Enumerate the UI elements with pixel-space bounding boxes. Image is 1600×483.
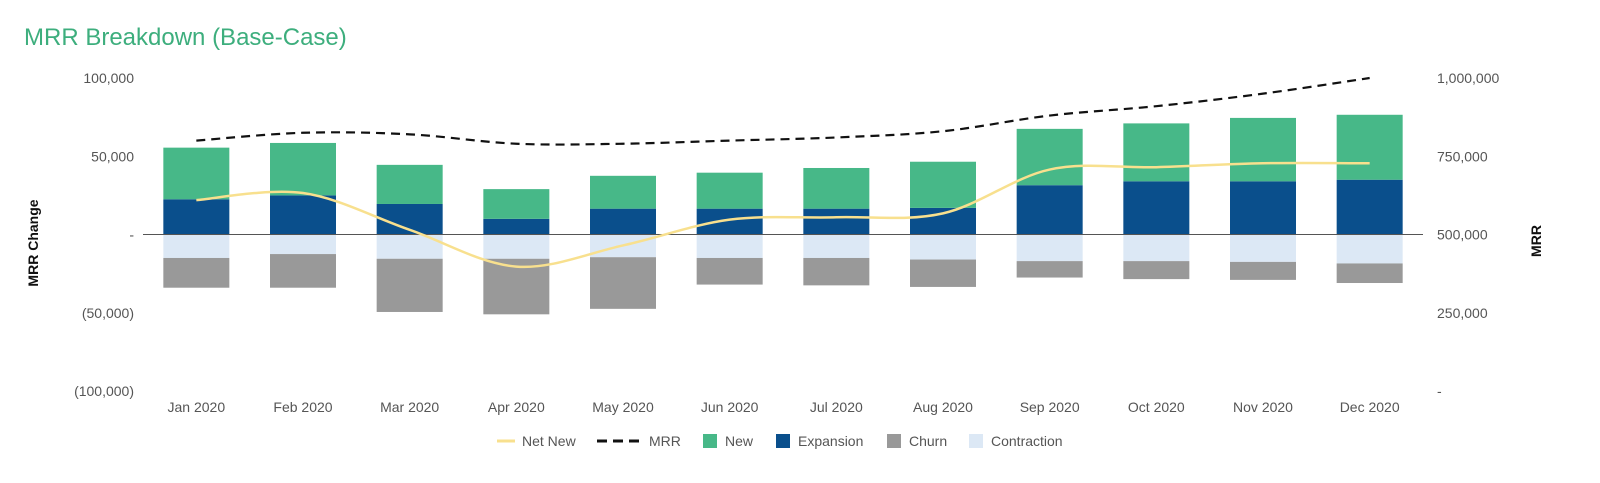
bar-churn-0 (163, 257, 230, 288)
y-right-tick-label: - (1437, 383, 1442, 399)
chart-title: MRR Breakdown (Base-Case) (24, 24, 347, 51)
bar-expansion-7 (910, 207, 976, 235)
line-net-new (196, 161, 1370, 269)
legend-label: New (725, 433, 754, 449)
bar-churn-1 (270, 254, 336, 288)
lines-layer (196, 76, 1370, 269)
legend-label: Churn (909, 433, 947, 449)
legend-label: Contraction (991, 433, 1063, 449)
y-right-tick-label: 1,000,000 (1437, 70, 1499, 86)
x-tick-label: Aug 2020 (913, 399, 973, 415)
bar-new-2 (376, 164, 443, 204)
bar-contraction-3 (483, 234, 550, 259)
bar-new-7 (910, 161, 976, 208)
bar-churn-4 (590, 257, 656, 309)
y-axis-right-title: MRR (1528, 225, 1544, 257)
bar-expansion-3 (483, 218, 550, 235)
bar-expansion-10 (1230, 181, 1296, 235)
legend-label: Expansion (798, 433, 863, 449)
bar-churn-7 (910, 259, 976, 287)
bar-expansion-4 (590, 208, 656, 235)
legend-swatch (776, 434, 790, 448)
bar-expansion-6 (803, 208, 870, 235)
bar-new-4 (590, 175, 656, 209)
x-tick-label: Apr 2020 (488, 399, 545, 415)
bar-contraction-10 (1230, 234, 1296, 262)
bar-expansion-5 (696, 208, 763, 235)
bar-churn-3 (483, 258, 550, 315)
bar-expansion-0 (163, 199, 230, 235)
legend: Net New MRR New Expansion Churn Contraction (497, 433, 1063, 449)
bars-layer (163, 114, 1403, 315)
bar-expansion-9 (1123, 181, 1190, 235)
bar-expansion-8 (1016, 185, 1083, 235)
bar-contraction-1 (270, 234, 336, 255)
x-tick-label: Jul 2020 (810, 399, 863, 415)
y-right-tick-label: 250,000 (1437, 305, 1488, 321)
legend-swatch (703, 434, 717, 448)
bar-new-1 (270, 142, 336, 196)
y-left-tick-label: (50,000) (82, 305, 134, 321)
bar-churn-2 (376, 258, 443, 312)
y-right-tick-label: 500,000 (1437, 227, 1488, 243)
bar-churn-6 (803, 257, 870, 286)
x-tick-label: Jun 2020 (701, 399, 759, 415)
bar-contraction-9 (1123, 234, 1190, 262)
x-tick-label: Sep 2020 (1020, 399, 1080, 415)
bar-churn-11 (1336, 263, 1403, 284)
bar-expansion-1 (270, 195, 336, 235)
x-tick-label: May 2020 (592, 399, 654, 415)
bar-churn-5 (696, 257, 763, 285)
legend-swatch (887, 434, 901, 448)
bar-expansion-11 (1336, 179, 1403, 235)
x-tick-label: Oct 2020 (1128, 399, 1185, 415)
bar-new-6 (803, 167, 870, 209)
bar-new-9 (1123, 123, 1190, 182)
x-tick-label: Jan 2020 (168, 399, 226, 415)
legend-swatch (969, 434, 983, 448)
bar-contraction-0 (163, 234, 230, 258)
legend-label: Net New (522, 433, 577, 449)
y-left-tick-label: 100,000 (83, 70, 134, 86)
x-tick-label: Dec 2020 (1340, 399, 1400, 415)
bar-contraction-7 (910, 234, 976, 260)
y-left-tick-label: 50,000 (91, 148, 134, 164)
x-tick-label: Mar 2020 (380, 399, 439, 415)
bar-new-10 (1230, 117, 1296, 182)
bar-contraction-11 (1336, 234, 1403, 264)
bar-contraction-5 (696, 234, 763, 258)
bar-churn-10 (1230, 261, 1296, 280)
y-right-tick-label: 750,000 (1437, 148, 1488, 164)
line-mrr (196, 76, 1370, 146)
bar-contraction-6 (803, 234, 870, 258)
bar-new-11 (1336, 114, 1403, 180)
y-left-tick-label: (100,000) (74, 383, 134, 399)
bar-new-0 (163, 147, 230, 200)
ticks-layer: Jan 2020 Feb 2020 Mar 2020 Apr 2020 May 2020… (74, 70, 1499, 415)
bar-contraction-8 (1016, 234, 1083, 262)
bar-new-3 (483, 189, 550, 219)
bar-churn-9 (1123, 261, 1190, 280)
legend-label: MRR (649, 433, 681, 449)
y-axis-left-title: MRR Change (25, 199, 41, 286)
x-tick-label: Feb 2020 (273, 399, 332, 415)
bar-new-5 (696, 172, 763, 209)
bar-churn-8 (1016, 261, 1083, 278)
x-tick-label: Nov 2020 (1233, 399, 1293, 415)
y-left-tick-label: - (129, 227, 134, 243)
